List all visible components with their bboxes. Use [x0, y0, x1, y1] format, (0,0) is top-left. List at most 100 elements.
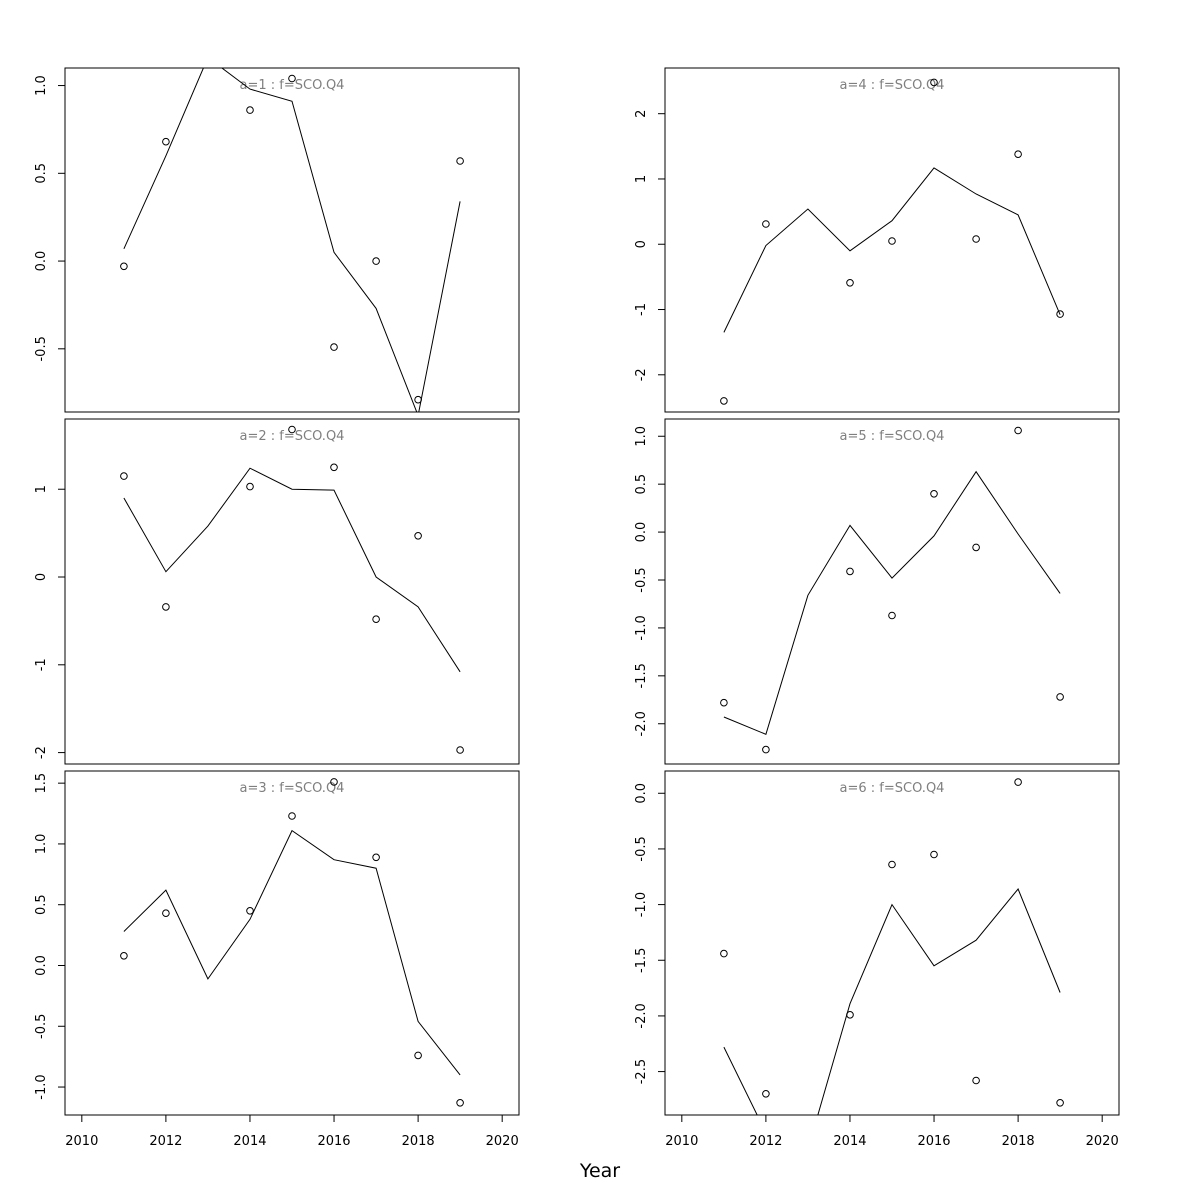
- panel-6-observation-point: [720, 949, 728, 958]
- y-tick-label: -2: [634, 368, 649, 381]
- panel-4-observation-point: [1014, 150, 1022, 158]
- panel-2: a=2 : f=SCO.Q4 -2 -1 0 1: [34, 418, 520, 765]
- panel-6-observation-point: [972, 1076, 980, 1085]
- panel-3-observation-point: [162, 909, 170, 918]
- panel-2-observation-point: [456, 746, 464, 754]
- panel-4-observation-point: [762, 220, 770, 228]
- y-tick-label: -0.5: [634, 567, 649, 592]
- y-tick-label: -2.0: [634, 711, 649, 736]
- x-tick-label: 2016: [317, 1134, 350, 1149]
- y-tick-label: -0.5: [34, 1014, 49, 1039]
- y-tick-label: 2: [634, 110, 649, 118]
- x-tick-label: 2010: [665, 1134, 698, 1149]
- panel-1-observation-point: [330, 343, 338, 351]
- y-tick-label: 1.0: [34, 75, 49, 96]
- panel-6-y-axis: -2.5 -2.0 -1.5 -1.0 -0.5 0.0: [634, 783, 666, 1084]
- x-tick-label: 2014: [833, 1134, 866, 1149]
- x-tick-label: 2016: [917, 1134, 950, 1149]
- panel-5-observation-point: [888, 611, 896, 620]
- y-tick-label: 0.0: [634, 783, 649, 804]
- panel-5-title: a=5 : f=SCO.Q4: [840, 429, 945, 444]
- panel-3-observation-point: [372, 853, 380, 862]
- panel-4-title: a=4 : f=SCO.Q4: [840, 78, 945, 93]
- panel-6-x-axis: 2010 2012 2014 2016 2018 2020: [665, 1114, 1119, 1149]
- panel-1-observation-point: [456, 157, 464, 165]
- y-tick-label: 0.0: [634, 522, 649, 543]
- y-tick-label: 0.0: [34, 251, 49, 272]
- x-tick-label: 2018: [1002, 1134, 1035, 1149]
- panel-1-frame: [64, 67, 520, 413]
- panel-6-observation-point: [846, 1011, 854, 1019]
- panel-6-observation-point: [888, 860, 896, 869]
- panel-6-frame: [664, 770, 1120, 1116]
- y-tick-label: 0.5: [34, 163, 49, 184]
- y-tick-label: -1: [34, 658, 49, 671]
- panel-4-observation-point: [1056, 310, 1064, 318]
- panel-4-observation-point: [720, 397, 728, 405]
- y-tick-label: -1.5: [634, 948, 649, 973]
- panel-1-observation-point: [120, 262, 128, 271]
- panel-5-fitted-line: [723, 470, 1061, 735]
- panel-3-observation-point: [288, 812, 296, 820]
- panel-6-observation-point: [930, 850, 938, 859]
- y-tick-label: 1: [34, 485, 49, 493]
- x-tick-label: 2012: [149, 1134, 182, 1149]
- panel-2-observation-point: [288, 425, 296, 434]
- panel-3-x-axis: 2010 2012 2014 2016 2018 2020: [65, 1114, 519, 1149]
- y-tick-label: 0: [634, 240, 649, 248]
- panel-1-y-axis: -0.5 0.0 0.5 1.0: [34, 75, 66, 362]
- panel-1-title: a=1 : f=SCO.Q4: [240, 78, 345, 93]
- panel-6-observation-point: [762, 1090, 770, 1098]
- y-tick-label: -2.5: [634, 1059, 649, 1084]
- y-tick-label: 1.0: [34, 834, 49, 855]
- panel-6-observation-point: [1014, 778, 1022, 786]
- panel-5-observation-point: [846, 567, 854, 576]
- panel-5-observation-point: [972, 543, 980, 552]
- panel-5-observation-point: [930, 490, 938, 498]
- panel-1-observation-point: [372, 257, 380, 265]
- panel-2-observation-point: [162, 603, 170, 611]
- panel-3-observation-point: [246, 907, 254, 915]
- panel-5-observation-point: [762, 745, 770, 754]
- panel-2-observation-point: [246, 482, 254, 491]
- panel-2-y-axis: -2 -1 0 1: [34, 485, 66, 759]
- panel-4: a=4 : f=SCO.Q4 -2 -1 0 1 2: [634, 67, 1120, 413]
- panel-6-fitted-line: [723, 888, 1061, 1115]
- x-tick-label: 2010: [65, 1134, 98, 1149]
- panel-1-observation-point: [414, 395, 422, 404]
- y-tick-label: -1.0: [634, 892, 649, 917]
- y-tick-label: -1.5: [634, 663, 649, 688]
- y-tick-label: 0.5: [634, 474, 649, 495]
- y-tick-label: -2.0: [634, 1003, 649, 1028]
- y-tick-label: -1.0: [34, 1074, 49, 1099]
- y-tick-label: -2: [34, 746, 49, 759]
- x-tick-label: 2014: [233, 1134, 266, 1149]
- y-tick-label: -0.5: [634, 836, 649, 861]
- panel-2-observation-point: [372, 615, 380, 624]
- y-tick-label: 0.0: [34, 955, 49, 976]
- panel-2-fitted-line: [123, 467, 461, 673]
- panel-6: a=6 : f=SCO.Q4 -2.5 -2.0 -1.5 -1.0 -0.5 0.0 201…: [634, 770, 1120, 1149]
- panel-2-observation-point: [414, 532, 422, 540]
- panel-3-fitted-line: [123, 829, 461, 1076]
- panel-4-observation-point: [930, 78, 938, 87]
- y-tick-label: 1.0: [634, 426, 649, 447]
- x-tick-label: 2018: [402, 1134, 435, 1149]
- x-tick-label: 2020: [1086, 1134, 1119, 1149]
- panel-1-observation-point: [246, 106, 254, 114]
- panel-1: a=1 : f=SCO.Q4 -0.5 0.0 0.5 1.0: [34, 67, 520, 413]
- x-axis-label: Year: [579, 1160, 621, 1182]
- y-tick-label: -1: [634, 303, 649, 316]
- panel-2-observation-point: [120, 472, 128, 480]
- panel-4-observation-point: [846, 279, 854, 287]
- y-tick-label: 0.5: [34, 894, 49, 915]
- panel-3-observation-point: [120, 952, 128, 960]
- panel-4-fitted-line: [723, 167, 1061, 333]
- panel-2-title: a=2 : f=SCO.Q4: [240, 429, 345, 444]
- panel-5-observation-point: [1014, 426, 1022, 435]
- y-tick-label: 0: [34, 573, 49, 581]
- panel-1-fitted-line: [123, 68, 461, 412]
- panel-6-observation-point: [1056, 1099, 1064, 1107]
- panel-4-frame: [664, 67, 1120, 413]
